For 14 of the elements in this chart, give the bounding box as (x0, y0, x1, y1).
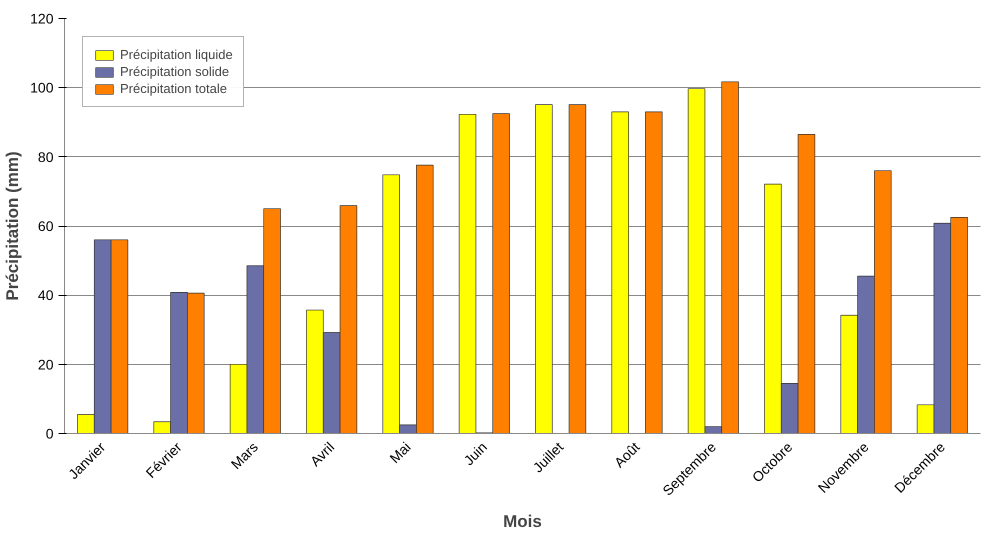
y-tick-label: 120 (30, 10, 54, 26)
y-tick-label: 20 (38, 356, 54, 372)
x-axis-title: Mois (503, 512, 542, 532)
y-tick-label: 0 (46, 426, 54, 442)
y-tick-label: 100 (30, 80, 54, 96)
x-tick-label: Mai (386, 438, 414, 466)
y-axis-title: Précipitation (mm) (3, 151, 22, 301)
legend-label: Précipitation liquide (120, 47, 233, 62)
y-tick-label: 60 (38, 218, 54, 234)
y-tick-label: 80 (38, 148, 54, 165)
x-tick-label: Juin (460, 438, 490, 468)
legend-label: Précipitation solide (120, 64, 230, 79)
legend-label: Précipitation totale (120, 81, 227, 96)
y-tick-label: 40 (38, 287, 54, 304)
